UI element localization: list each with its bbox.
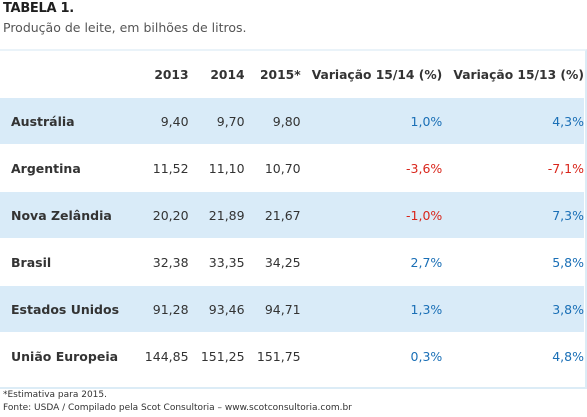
value-2015-cell: 10,70 (244, 144, 301, 192)
country-cell: Argentina (0, 144, 143, 192)
variation-15-13-cell: 3,8% (442, 285, 584, 333)
table-row: Austrália 9,40 9,70 9,80 1,0% 4,3% (0, 98, 584, 145)
table-caption-title: TABELA 1. (3, 1, 74, 16)
value-2013-cell: 20,20 (142, 191, 189, 239)
table-header-row: 2013 2014 2015* Variação 15/14 (%) Varia… (0, 52, 584, 98)
value-2014-cell: 33,35 (188, 238, 245, 286)
variation-15-13-cell: 4,8% (442, 332, 584, 380)
milk-production-table: 2013 2014 2015* Variação 15/14 (%) Varia… (0, 52, 584, 380)
variation-15-13-cell: -7,1% (442, 144, 584, 192)
variation-15-14-cell: 2,7% (300, 238, 443, 286)
value-2013-cell: 9,40 (142, 98, 189, 145)
variation-15-14-cell: 1,0% (300, 98, 443, 145)
table-row: União Europeia 144,85 151,25 151,75 0,3% 4,8% (0, 332, 584, 380)
variation-15-13-cell: 5,8% (442, 238, 584, 286)
header-2014: 2014 (210, 68, 245, 82)
value-2014-cell: 9,70 (188, 98, 245, 145)
country-cell: Austrália (0, 98, 143, 145)
value-2014-cell: 21,89 (188, 191, 245, 239)
table-row: Brasil 32,38 33,35 34,25 2,7% 5,8% (0, 238, 584, 286)
variation-15-14-cell: -3,6% (300, 144, 443, 192)
country-cell: Nova Zelândia (0, 191, 143, 239)
value-2013-cell: 144,85 (142, 332, 189, 380)
country-cell: Brasil (0, 238, 143, 286)
variation-15-14-cell: 1,3% (300, 285, 443, 333)
value-2015-cell: 21,67 (244, 191, 301, 239)
value-2015-cell: 34,25 (244, 238, 301, 286)
value-2015-cell: 94,71 (244, 285, 301, 333)
table-row: Estados Unidos 91,28 93,46 94,71 1,3% 3,8% (0, 285, 584, 333)
variation-15-14-cell: 0,3% (300, 332, 443, 380)
header-var-15-13: Variação 15/13 (%) (453, 68, 584, 82)
variation-15-14-cell: -1,0% (300, 191, 443, 239)
footnote-source: Fonte: USDA / Compilado pela Scot Consul… (3, 403, 352, 413)
header-2015: 2015* (259, 68, 301, 82)
header-var-15-14: Variação 15/14 (%) (311, 68, 443, 82)
value-2014-cell: 93,46 (188, 285, 245, 333)
table-row: Nova Zelândia 20,20 21,89 21,67 -1,0% 7,3% (0, 191, 584, 239)
value-2013-cell: 91,28 (142, 285, 189, 333)
value-2014-cell: 151,25 (188, 332, 245, 380)
value-2015-cell: 9,80 (244, 98, 301, 145)
value-2013-cell: 11,52 (142, 144, 189, 192)
variation-15-13-cell: 4,3% (442, 98, 584, 145)
value-2013-cell: 32,38 (142, 238, 189, 286)
footnote-estimate: *Estimativa para 2015. (3, 390, 107, 400)
variation-15-13-cell: 7,3% (442, 191, 584, 239)
table-caption-subtitle: Produção de leite, em bilhões de litros. (3, 20, 247, 35)
header-2013: 2013 (154, 68, 189, 82)
country-cell: União Europeia (0, 332, 143, 380)
value-2015-cell: 151,75 (244, 332, 301, 380)
table-row: Argentina 11,52 11,10 10,70 -3,6% -7,1% (0, 144, 584, 192)
value-2014-cell: 11,10 (188, 144, 245, 192)
header-country (0, 52, 143, 98)
country-cell: Estados Unidos (0, 285, 143, 333)
